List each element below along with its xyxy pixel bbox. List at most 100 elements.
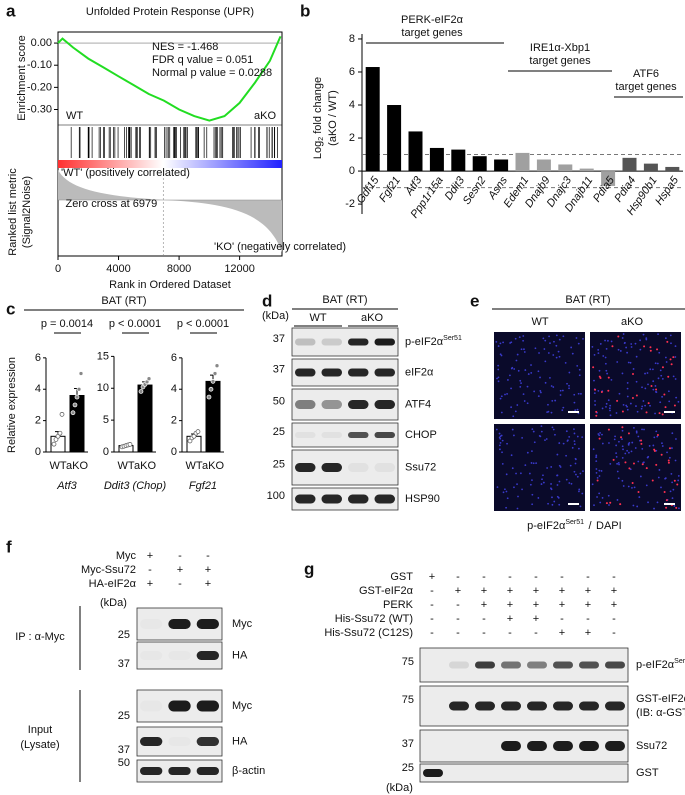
nucleus <box>658 469 661 471</box>
nucleus <box>598 475 601 477</box>
signal <box>594 388 597 391</box>
band <box>321 463 342 472</box>
nucleus <box>643 428 645 431</box>
row-label: GST <box>636 767 659 779</box>
nucleus <box>537 395 540 398</box>
nucleus <box>565 454 567 457</box>
gene-label: Fgf21 <box>189 480 217 492</box>
group-label: WT <box>531 316 548 328</box>
band <box>553 741 573 751</box>
band <box>605 661 625 669</box>
row-label: Myc <box>232 700 253 712</box>
nucleus <box>539 376 541 379</box>
band <box>501 701 521 711</box>
nucleus <box>499 342 502 345</box>
band <box>423 769 443 777</box>
signal <box>598 437 601 440</box>
nucleus <box>638 496 641 498</box>
band <box>374 368 395 377</box>
y-tick-label: 15 <box>97 350 109 362</box>
nucleus <box>659 369 662 372</box>
nucleus <box>634 342 637 345</box>
y-axis-label-part: 2 <box>318 137 325 141</box>
nucleus <box>668 400 671 403</box>
nucleus <box>555 344 558 347</box>
nucleus <box>617 348 620 351</box>
nucleus <box>629 361 632 364</box>
band <box>321 338 342 346</box>
sign: - <box>586 613 590 625</box>
nucleus <box>644 404 646 407</box>
group-label: target genes <box>401 27 463 39</box>
caption: / <box>588 520 592 532</box>
data-point <box>74 394 80 400</box>
sign: + <box>559 599 565 611</box>
signal <box>670 363 673 366</box>
nucleus <box>621 457 624 459</box>
nucleus <box>574 458 577 461</box>
panel-letter: c <box>6 299 15 318</box>
sign: + <box>205 564 211 576</box>
nucleus <box>534 347 537 350</box>
nucleus <box>558 464 561 467</box>
nucleus <box>544 360 547 363</box>
band <box>140 619 162 629</box>
nucleus <box>499 448 501 451</box>
nucleus <box>582 470 584 472</box>
nucleus <box>505 473 508 476</box>
y-tick-label: 4 <box>35 383 41 395</box>
ranked-area <box>58 170 282 252</box>
nucleus <box>580 392 582 395</box>
nucleus <box>577 342 580 345</box>
signal <box>631 396 634 399</box>
nucleus <box>571 352 574 355</box>
band <box>605 741 625 751</box>
nucleus <box>524 369 527 371</box>
nucleus <box>613 438 616 441</box>
nucleus <box>656 435 659 438</box>
band <box>501 661 521 669</box>
signal <box>667 461 670 464</box>
signal <box>595 414 598 417</box>
sign: - <box>456 627 460 639</box>
sign: + <box>533 585 539 597</box>
kda-marker: 37 <box>402 738 414 750</box>
data-point <box>214 363 220 369</box>
signal <box>665 506 668 509</box>
nucleus <box>670 342 672 345</box>
nucleus <box>641 386 643 389</box>
x-tick-label: aKO <box>134 460 156 472</box>
bar <box>494 159 509 172</box>
nucleus <box>575 337 578 339</box>
nucleus <box>653 436 656 439</box>
band <box>196 767 219 775</box>
nucleus <box>514 410 517 413</box>
nucleus <box>578 374 581 377</box>
group-label: aKO <box>621 316 643 328</box>
nucleus <box>559 394 562 396</box>
signal <box>595 410 598 413</box>
signal <box>667 459 670 462</box>
nucleus <box>605 402 608 405</box>
nucleus <box>661 378 664 380</box>
bar <box>536 159 551 172</box>
panel-letter: g <box>304 559 314 578</box>
band <box>348 400 369 409</box>
nucleus <box>634 447 637 449</box>
nucleus <box>656 501 659 504</box>
nucleus <box>649 404 651 407</box>
nucleus <box>516 404 519 406</box>
nucleus <box>642 461 645 464</box>
row-label: HA <box>232 735 248 747</box>
nucleus <box>510 367 513 370</box>
signal <box>660 453 663 456</box>
sign: - <box>586 571 590 583</box>
caption-part: Ser51 <box>565 519 584 526</box>
nucleus <box>635 430 638 433</box>
nucleus <box>578 447 580 450</box>
row-label-part: p-eIF2α <box>405 336 444 348</box>
row-label: CHOP <box>405 429 437 441</box>
nucleus <box>664 356 667 359</box>
nucleus <box>505 506 508 509</box>
